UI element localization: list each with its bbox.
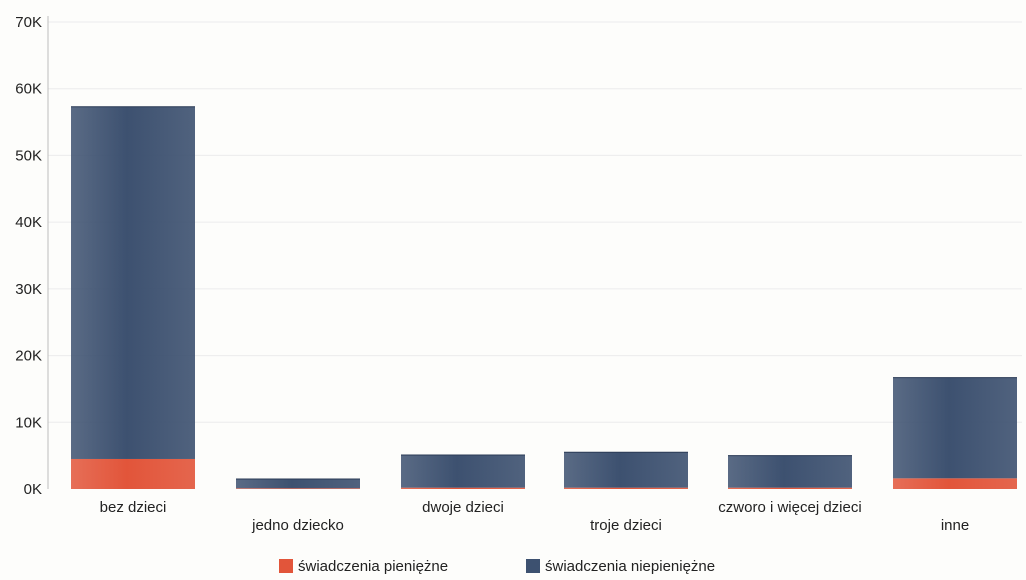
category-labels: bez dzieci jedno dziecko dwoje dzieci troje… bbox=[100, 499, 970, 534]
legend-swatch bbox=[279, 559, 293, 573]
legend: świadczenia pieniężne świadczenia niepien… bbox=[279, 558, 715, 575]
bar-pieniezne bbox=[236, 488, 360, 489]
bar-pieniezne bbox=[728, 487, 852, 489]
bar-niepieniezne bbox=[893, 377, 1017, 479]
category-label: dwoje dzieci bbox=[422, 499, 504, 516]
category-label: czworo i więcej dzieci bbox=[718, 499, 861, 516]
bar-pieniezne bbox=[893, 478, 1017, 489]
bar-pieniezne bbox=[564, 487, 688, 489]
bar-niepieniezne bbox=[71, 106, 195, 459]
y-tick-label: 20K bbox=[15, 348, 42, 365]
y-tick-label: 60K bbox=[15, 81, 42, 98]
bar-niepieniezne bbox=[728, 455, 852, 488]
y-axis-tick-labels: 0K 10K 20K 30K 40K 50K 60K 70K bbox=[15, 14, 42, 498]
bar-pieniezne bbox=[401, 487, 525, 489]
bars bbox=[71, 106, 1017, 489]
bar-niepieniezne bbox=[401, 454, 525, 488]
y-tick-label: 30K bbox=[15, 281, 42, 298]
category-label: inne bbox=[941, 517, 969, 534]
bar-niepieniezne bbox=[236, 478, 360, 489]
legend-label: świadczenia pieniężne bbox=[298, 558, 448, 575]
bar-niepieniezne bbox=[564, 452, 688, 488]
legend-swatch bbox=[526, 559, 540, 573]
y-tick-label: 40K bbox=[15, 214, 42, 231]
category-label: troje dzieci bbox=[590, 517, 662, 534]
y-tick-label: 0K bbox=[24, 481, 42, 498]
y-tick-label: 50K bbox=[15, 147, 42, 164]
bar-pieniezne bbox=[71, 458, 195, 489]
category-label: bez dzieci bbox=[100, 499, 167, 516]
gridlines bbox=[48, 21, 1022, 423]
category-label: jedno dziecko bbox=[251, 517, 344, 534]
y-tick-label: 70K bbox=[15, 14, 42, 31]
legend-label: świadczenia niepieniężne bbox=[545, 558, 715, 575]
y-tick-label: 10K bbox=[15, 414, 42, 431]
